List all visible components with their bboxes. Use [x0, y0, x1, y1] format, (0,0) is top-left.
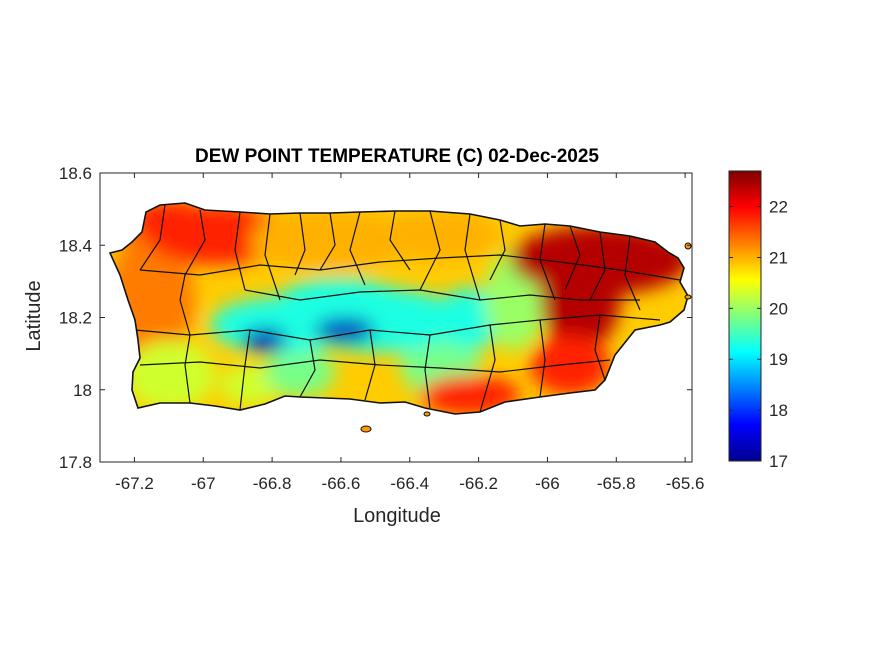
municipal-boundaries [134, 204, 681, 413]
x-tick-label: -66.2 [459, 474, 498, 493]
colorbar-tick-label: 22 [769, 198, 788, 217]
offshore-islets [360, 242, 692, 433]
x-tick-label: -67.2 [115, 474, 154, 493]
boundary-line [564, 225, 581, 291]
boundary-line [539, 319, 546, 398]
colorbar-tick-label: 19 [769, 350, 788, 369]
heat-blob-southeast [530, 335, 610, 395]
x-tick-label: -66.8 [253, 474, 292, 493]
boundary-line [244, 289, 640, 301]
boundary-line [134, 314, 661, 341]
boundary-line [419, 210, 441, 291]
x-axis-ticks: -67.2 -67 -66.8 -66.6 -66.4 -66.2 -66 -65.8 -65.… [115, 173, 704, 493]
colorbar-tick-label: 20 [769, 299, 788, 318]
boundary-line [464, 213, 481, 301]
heat-blob-central-min [315, 318, 375, 342]
boundary-line [139, 359, 611, 373]
boundary-line [349, 211, 366, 286]
heat-blob-south-central [265, 347, 335, 397]
boundary-line [589, 231, 606, 301]
boundary-line [139, 254, 681, 281]
heat-blob-central [280, 278, 400, 318]
heat-blob-southwest [220, 365, 280, 405]
boundary-line [179, 209, 206, 301]
boundary-line [239, 329, 251, 411]
boundary-line [424, 334, 431, 409]
y-axis-ticks: 17.8 18 18.2 18.4 18.6 [59, 164, 692, 472]
heat-blob-southeast [420, 375, 520, 414]
boundary-line [234, 211, 246, 291]
boundary-line [489, 219, 506, 281]
y-tick-label: 18.2 [59, 309, 92, 328]
boundary-line [594, 314, 606, 381]
colorbar-tick-label: 21 [769, 248, 788, 267]
y-tick-label: 17.8 [59, 453, 92, 472]
boundary-line [299, 339, 316, 398]
x-tick-label: -67 [191, 474, 216, 493]
y-tick-label: 18 [73, 381, 92, 400]
boundary-line [624, 235, 641, 311]
y-axis-label: Latitude [23, 280, 45, 351]
heat-blob-north-central [250, 210, 410, 270]
chart-title: DEW POINT TEMPERATURE (C) 02-Dec-2025 [195, 146, 599, 167]
heat-blob-north-central [380, 210, 500, 260]
x-tick-label: -65.8 [597, 474, 636, 493]
colorbar-tick-label: 17 [769, 452, 788, 471]
boundary-line [264, 213, 281, 301]
colorbar-gradient [728, 170, 762, 462]
x-tick-label: -66.4 [390, 474, 429, 493]
heatmap-field [110, 203, 688, 414]
x-tick-label: -66 [535, 474, 560, 493]
boundary-line [294, 212, 306, 276]
boundary-line [139, 204, 166, 271]
boundary-line [319, 212, 336, 271]
x-tick-label: -66.6 [322, 474, 361, 493]
colorbar-tick-label: 18 [769, 401, 788, 420]
boundary-line [479, 324, 496, 413]
y-tick-label: 18.6 [59, 164, 92, 183]
x-axis-label: Longitude [353, 505, 441, 527]
boundary-line [179, 299, 191, 404]
y-tick-label: 18.4 [59, 236, 92, 255]
x-tick-label: -65.6 [666, 474, 705, 493]
colorbar-ticks: 17 18 19 20 21 22 [729, 198, 788, 471]
colorbar: 17 18 19 20 21 22 [728, 170, 788, 471]
heat-blob-southwest [125, 340, 215, 410]
